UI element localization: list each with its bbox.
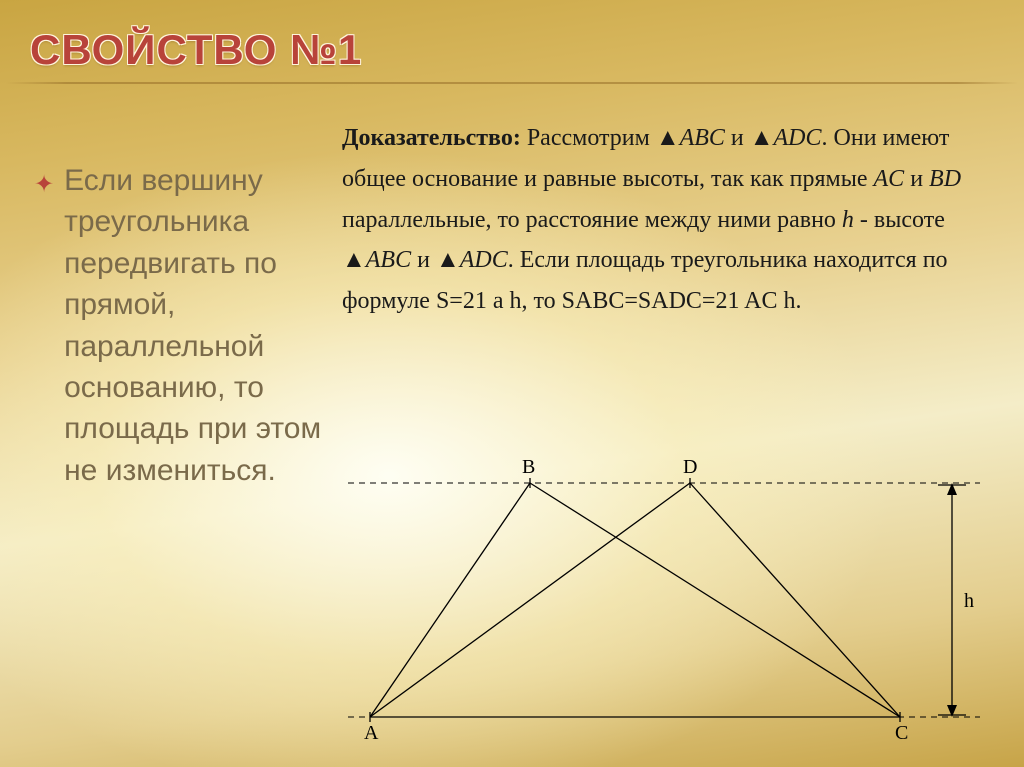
label-B: B (522, 456, 535, 478)
left-column: ✦ Если вершину треугольника передвигать … (34, 160, 334, 491)
slide: СВОЙСТВО №1 ✦ Если вершину треугольника … (0, 0, 1024, 767)
proof-lead: Доказательство: (342, 125, 521, 151)
label-A: A (364, 722, 379, 744)
property-text: Если вершину треугольника передвигать по… (64, 160, 334, 491)
bullet-item: ✦ Если вершину треугольника передвигать … (34, 160, 334, 491)
bullet-icon: ✦ (34, 168, 54, 491)
segment-BC (530, 483, 900, 717)
title-underline (6, 82, 1018, 84)
segment-AB (370, 483, 530, 717)
proof-text: Доказательство: Рассмотрим ▲ABC и ▲ADC. … (342, 118, 1002, 322)
slide-title: СВОЙСТВО №1 (30, 26, 362, 74)
label-h: h (964, 590, 974, 612)
segment-DC (690, 483, 900, 717)
segment-AD (370, 483, 690, 717)
triangle-diagram: A C B D h (340, 445, 990, 745)
label-C: C (895, 722, 908, 744)
label-D: D (683, 456, 697, 478)
